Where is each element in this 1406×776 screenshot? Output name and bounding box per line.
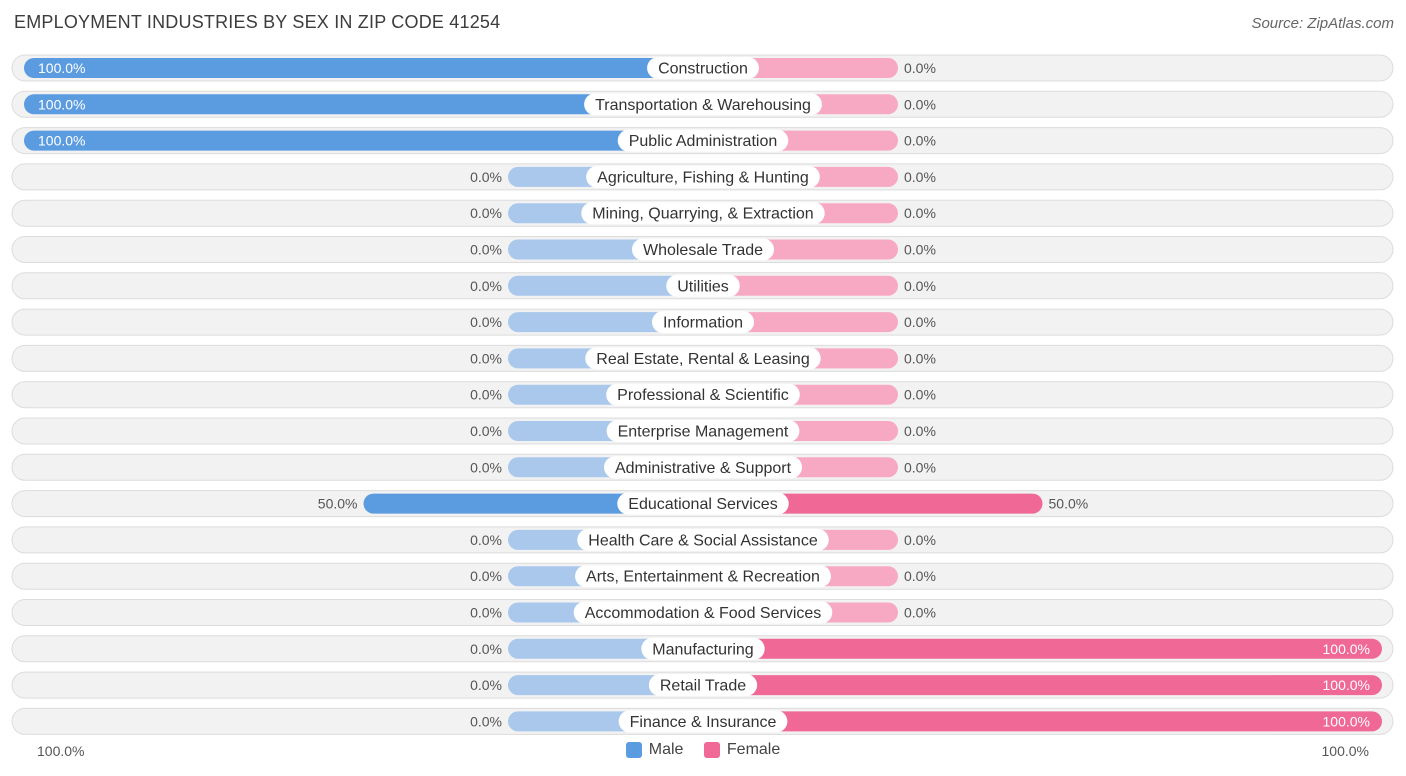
category-label-box bbox=[651, 311, 755, 334]
category-label: Administrative & Support bbox=[615, 460, 792, 477]
female-value-label: 100.0% bbox=[1323, 641, 1370, 657]
female-value-label: 0.0% bbox=[904, 423, 936, 439]
male-value-label: 0.0% bbox=[470, 713, 502, 729]
category-label-box bbox=[606, 383, 800, 406]
male-bar bbox=[24, 58, 703, 78]
male-value-label: 0.0% bbox=[470, 205, 502, 221]
female-value-label: 100.0% bbox=[1323, 713, 1370, 729]
category-label-box bbox=[586, 165, 820, 188]
category-label: Agriculture, Fishing & Hunting bbox=[597, 169, 809, 186]
category-label-box bbox=[666, 274, 740, 297]
category-label: Construction bbox=[658, 61, 748, 78]
category-label: Educational Services bbox=[628, 496, 777, 513]
female-bar bbox=[703, 711, 1382, 732]
male-value-label: 0.0% bbox=[470, 387, 502, 403]
male-value-label: 0.0% bbox=[470, 568, 502, 584]
male-value-label: 0.0% bbox=[470, 532, 502, 548]
legend-label-male: Male bbox=[648, 741, 684, 758]
legend-swatch-female bbox=[703, 742, 720, 758]
female-value-label: 0.0% bbox=[904, 205, 936, 221]
female-bar bbox=[703, 275, 898, 296]
category-label-box bbox=[647, 57, 759, 79]
category-label-box bbox=[585, 347, 821, 370]
legend-swatch-male bbox=[625, 742, 642, 758]
category-label: Manufacturing bbox=[652, 641, 753, 658]
category-label: Enterprise Management bbox=[618, 424, 789, 441]
male-bar bbox=[24, 94, 703, 115]
male-value-label: 100.0% bbox=[38, 133, 85, 149]
female-bar bbox=[703, 493, 1043, 514]
category-label: Transportation & Warehousing bbox=[595, 97, 811, 114]
category-label: Arts, Entertainment & Recreation bbox=[586, 569, 820, 586]
male-bar bbox=[508, 275, 703, 296]
axis-left-label: 100.0% bbox=[37, 743, 85, 759]
category-label: Retail Trade bbox=[660, 678, 746, 695]
male-value-label: 0.0% bbox=[470, 677, 502, 693]
legend-item-female: Female bbox=[703, 741, 781, 759]
female-value-label: 0.0% bbox=[904, 60, 936, 76]
category-label-box bbox=[641, 637, 765, 660]
female-value-label: 0.0% bbox=[904, 96, 936, 112]
female-value-label: 0.0% bbox=[904, 314, 936, 330]
category-label-box bbox=[573, 601, 833, 624]
male-value-label: 100.0% bbox=[38, 60, 85, 76]
female-value-label: 0.0% bbox=[904, 169, 936, 185]
male-bar bbox=[363, 493, 703, 514]
category-label-box bbox=[575, 565, 831, 588]
category-label-box bbox=[577, 528, 829, 551]
category-label: Mining, Quarrying, & Extraction bbox=[592, 206, 813, 223]
female-value-label: 0.0% bbox=[904, 350, 936, 366]
female-value-label: 0.0% bbox=[904, 532, 936, 548]
category-label-box bbox=[606, 420, 800, 442]
category-label-box bbox=[603, 456, 803, 479]
female-value-label: 0.0% bbox=[904, 459, 936, 475]
male-value-label: 0.0% bbox=[470, 169, 502, 185]
category-label-box bbox=[631, 238, 775, 261]
female-value-label: 0.0% bbox=[904, 133, 936, 149]
female-value-label: 100.0% bbox=[1323, 677, 1370, 693]
category-label: Finance & Insurance bbox=[630, 714, 777, 731]
source-credit: Source: ZipAtlas.com bbox=[1251, 15, 1394, 32]
male-value-label: 0.0% bbox=[470, 605, 502, 621]
category-label-box bbox=[617, 129, 789, 152]
female-bar bbox=[703, 638, 1382, 659]
female-value-label: 0.0% bbox=[904, 605, 936, 621]
female-value-label: 0.0% bbox=[904, 568, 936, 584]
category-label-box bbox=[648, 674, 758, 697]
male-bar bbox=[24, 130, 703, 151]
female-bar bbox=[703, 675, 1382, 696]
male-value-label: 0.0% bbox=[470, 242, 502, 258]
category-label: Utilities bbox=[677, 278, 729, 295]
male-value-label: 0.0% bbox=[470, 423, 502, 439]
category-label-box bbox=[618, 710, 788, 733]
category-label: Public Administration bbox=[629, 133, 778, 150]
category-label: Real Estate, Rental & Leasing bbox=[596, 351, 809, 368]
category-label: Accommodation & Food Services bbox=[585, 605, 822, 622]
male-value-label: 0.0% bbox=[470, 314, 502, 330]
male-value-label: 50.0% bbox=[318, 496, 358, 512]
male-value-label: 100.0% bbox=[38, 96, 85, 112]
category-label: Information bbox=[663, 315, 743, 332]
legend-item-male: Male bbox=[625, 741, 684, 759]
female-value-label: 0.0% bbox=[904, 278, 936, 294]
female-value-label: 50.0% bbox=[1049, 496, 1089, 512]
male-value-label: 0.0% bbox=[470, 641, 502, 657]
category-label-box bbox=[581, 202, 825, 225]
male-value-label: 0.0% bbox=[470, 350, 502, 366]
female-value-label: 0.0% bbox=[904, 387, 936, 403]
category-label: Wholesale Trade bbox=[643, 242, 763, 259]
axis-right-label: 100.0% bbox=[1321, 743, 1369, 759]
male-value-label: 0.0% bbox=[470, 459, 502, 475]
legend-label-female: Female bbox=[726, 741, 781, 758]
legend: Male Female bbox=[0, 741, 1406, 763]
chart-title: EMPLOYMENT INDUSTRIES BY SEX IN ZIP CODE… bbox=[14, 12, 501, 32]
category-label-box bbox=[617, 492, 789, 515]
category-label: Professional & Scientific bbox=[617, 387, 789, 404]
male-value-label: 0.0% bbox=[470, 278, 502, 294]
category-label: Health Care & Social Assistance bbox=[588, 532, 818, 549]
female-value-label: 0.0% bbox=[904, 242, 936, 258]
category-label-box bbox=[584, 93, 822, 116]
